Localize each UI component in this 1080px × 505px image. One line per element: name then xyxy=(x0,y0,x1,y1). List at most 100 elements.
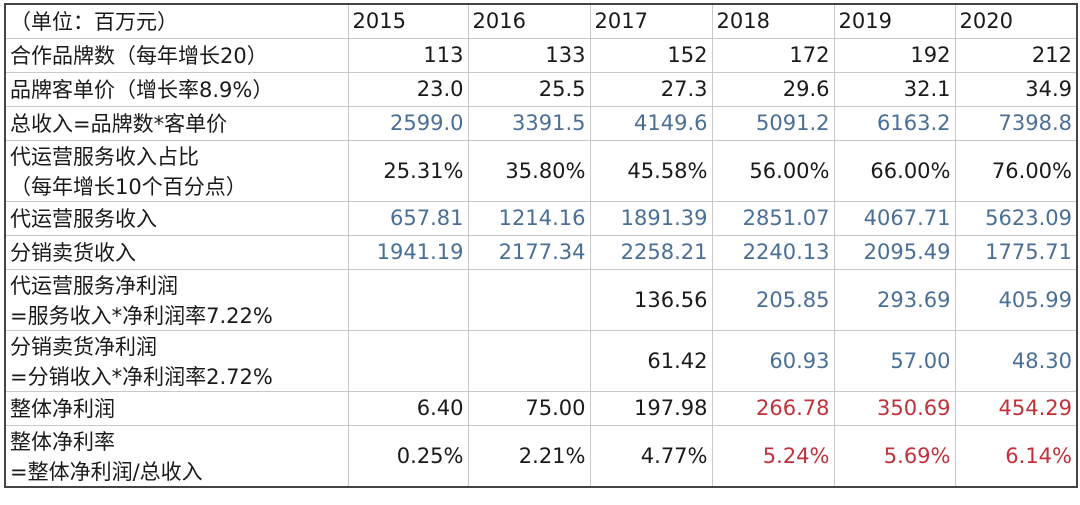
unit-label-cell: （单位：百万元） xyxy=(4,3,349,39)
value-cell: 35.80% xyxy=(467,139,591,202)
header-row: （单位：百万元） 2015 2016 2017 2018 2019 2020 xyxy=(4,3,1078,39)
value-cell: 113 xyxy=(347,37,469,73)
table-row: 合作品牌数（每年增长20） 113 133 152 172 192 212 xyxy=(4,37,1078,73)
row-label: 代运营服务收入占比 xyxy=(10,144,199,169)
table-row: 品牌客单价（增长率8.9%） 23.0 25.5 27.3 29.6 32.1 34.9 xyxy=(4,71,1078,107)
value-cell: 25.5 xyxy=(467,71,591,107)
value-cell: 27.3 xyxy=(589,71,713,107)
value-cell: 5623.09 xyxy=(954,200,1078,236)
row-label-cell: 分销卖货净利润 =分销收入*净利润率2.72% xyxy=(4,329,349,392)
value-cell: 7398.8 xyxy=(954,105,1078,141)
value-cell: 66.00% xyxy=(833,139,956,202)
year-header-2019: 2019 xyxy=(833,3,956,39)
row-label: 分销卖货收入 xyxy=(10,241,136,265)
row-label: 代运营服务收入 xyxy=(10,207,157,231)
value-cell: 6.40 xyxy=(347,390,469,426)
value-cell xyxy=(467,268,591,331)
row-label-formula: =服务收入*净利润率7.22% xyxy=(10,303,273,328)
row-label: 整体净利润 xyxy=(10,397,115,421)
row-label-cell: 代运营服务收入 xyxy=(4,200,349,236)
value-cell: 2258.21 xyxy=(589,234,713,270)
value-cell: 136.56 xyxy=(589,268,713,331)
value-cell: 152 xyxy=(589,37,713,73)
year-header-2015: 2015 xyxy=(347,3,469,39)
value-cell: 266.78 xyxy=(711,390,835,426)
value-cell: 350.69 xyxy=(833,390,956,426)
value-cell: 4149.6 xyxy=(589,105,713,141)
row-label-cell: 代运营服务收入占比 （每年增长10个百分点） xyxy=(4,139,349,202)
row-label: 总收入=品牌数*客单价 xyxy=(10,112,228,136)
value-cell: 657.81 xyxy=(347,200,469,236)
value-cell: 1891.39 xyxy=(589,200,713,236)
value-cell: 25.31% xyxy=(347,139,469,202)
financial-projection-table: （单位：百万元） 2015 2016 2017 2018 2019 2020 合… xyxy=(4,3,1078,488)
value-cell: 76.00% xyxy=(954,139,1078,202)
row-label: 合作品牌数（每年增长20） xyxy=(10,44,268,68)
value-cell xyxy=(467,329,591,392)
value-cell: 5.24% xyxy=(711,424,835,488)
value-cell: 61.42 xyxy=(589,329,713,392)
table-row: 整体净利率 =整体净利润/总收入 0.25% 2.21% 4.77% 5.24% 5.69%… xyxy=(4,424,1078,488)
row-label-cell: 分销卖货收入 xyxy=(4,234,349,270)
table-row: 代运营服务收入占比 （每年增长10个百分点） 25.31% 35.80% 45.58% 5… xyxy=(4,139,1078,202)
value-cell: 2599.0 xyxy=(347,105,469,141)
year-header-2016: 2016 xyxy=(467,3,591,39)
table-body: （单位：百万元） 2015 2016 2017 2018 2019 2020 合… xyxy=(4,3,1078,488)
table-row: 整体净利润 6.40 75.00 197.98 266.78 350.69 454.29 xyxy=(4,390,1078,426)
row-label: 品牌客单价（增长率8.9%） xyxy=(10,78,274,102)
value-cell: 56.00% xyxy=(711,139,835,202)
value-cell: 2240.13 xyxy=(711,234,835,270)
value-cell: 29.6 xyxy=(711,71,835,107)
value-cell: 1941.19 xyxy=(347,234,469,270)
value-cell: 2.21% xyxy=(467,424,591,488)
row-label: 整体净利率 xyxy=(10,429,115,454)
value-cell: 4067.71 xyxy=(833,200,956,236)
value-cell: 75.00 xyxy=(467,390,591,426)
value-cell: 212 xyxy=(954,37,1078,73)
value-cell: 1775.71 xyxy=(954,234,1078,270)
value-cell: 454.29 xyxy=(954,390,1078,426)
value-cell: 0.25% xyxy=(347,424,469,488)
value-cell: 2177.34 xyxy=(467,234,591,270)
value-cell: 5.69% xyxy=(833,424,956,488)
row-label: 分销卖货净利润 xyxy=(10,334,157,359)
value-cell: 2095.49 xyxy=(833,234,956,270)
table-row: 分销卖货净利润 =分销收入*净利润率2.72% 61.42 60.93 57.00 48.… xyxy=(4,329,1078,392)
year-header-2017: 2017 xyxy=(589,3,713,39)
row-label-cell: 代运营服务净利润 =服务收入*净利润率7.22% xyxy=(4,268,349,331)
value-cell: 6.14% xyxy=(954,424,1078,488)
value-cell: 1214.16 xyxy=(467,200,591,236)
value-cell: 32.1 xyxy=(833,71,956,107)
value-cell: 205.85 xyxy=(711,268,835,331)
value-cell: 34.9 xyxy=(954,71,1078,107)
value-cell: 48.30 xyxy=(954,329,1078,392)
value-cell: 60.93 xyxy=(711,329,835,392)
value-cell xyxy=(347,329,469,392)
value-cell: 6163.2 xyxy=(833,105,956,141)
value-cell: 45.58% xyxy=(589,139,713,202)
value-cell: 197.98 xyxy=(589,390,713,426)
year-header-2020: 2020 xyxy=(954,3,1078,39)
table-row: 代运营服务收入 657.81 1214.16 1891.39 2851.07 4067.7… xyxy=(4,200,1078,236)
table-row: 总收入=品牌数*客单价 2599.0 3391.5 4149.6 5091.2 6163.… xyxy=(4,105,1078,141)
table-row: 代运营服务净利润 =服务收入*净利润率7.22% 136.56 205.85 293.6… xyxy=(4,268,1078,331)
row-label-formula: =分销收入*净利润率2.72% xyxy=(10,364,273,389)
row-label-formula: （每年增长10个百分点） xyxy=(10,174,247,199)
value-cell xyxy=(347,268,469,331)
value-cell: 2851.07 xyxy=(711,200,835,236)
value-cell: 192 xyxy=(833,37,956,73)
year-header-2018: 2018 xyxy=(711,3,835,39)
row-label-cell: 合作品牌数（每年增长20） xyxy=(4,37,349,73)
row-label-cell: 整体净利润 xyxy=(4,390,349,426)
row-label-cell: 总收入=品牌数*客单价 xyxy=(4,105,349,141)
value-cell: 23.0 xyxy=(347,71,469,107)
value-cell: 5091.2 xyxy=(711,105,835,141)
value-cell: 3391.5 xyxy=(467,105,591,141)
row-label-cell: 整体净利率 =整体净利润/总收入 xyxy=(4,424,349,488)
row-label-cell: 品牌客单价（增长率8.9%） xyxy=(4,71,349,107)
value-cell: 172 xyxy=(711,37,835,73)
value-cell: 293.69 xyxy=(833,268,956,331)
row-label: 代运营服务净利润 xyxy=(10,273,178,298)
value-cell: 133 xyxy=(467,37,591,73)
value-cell: 57.00 xyxy=(833,329,956,392)
